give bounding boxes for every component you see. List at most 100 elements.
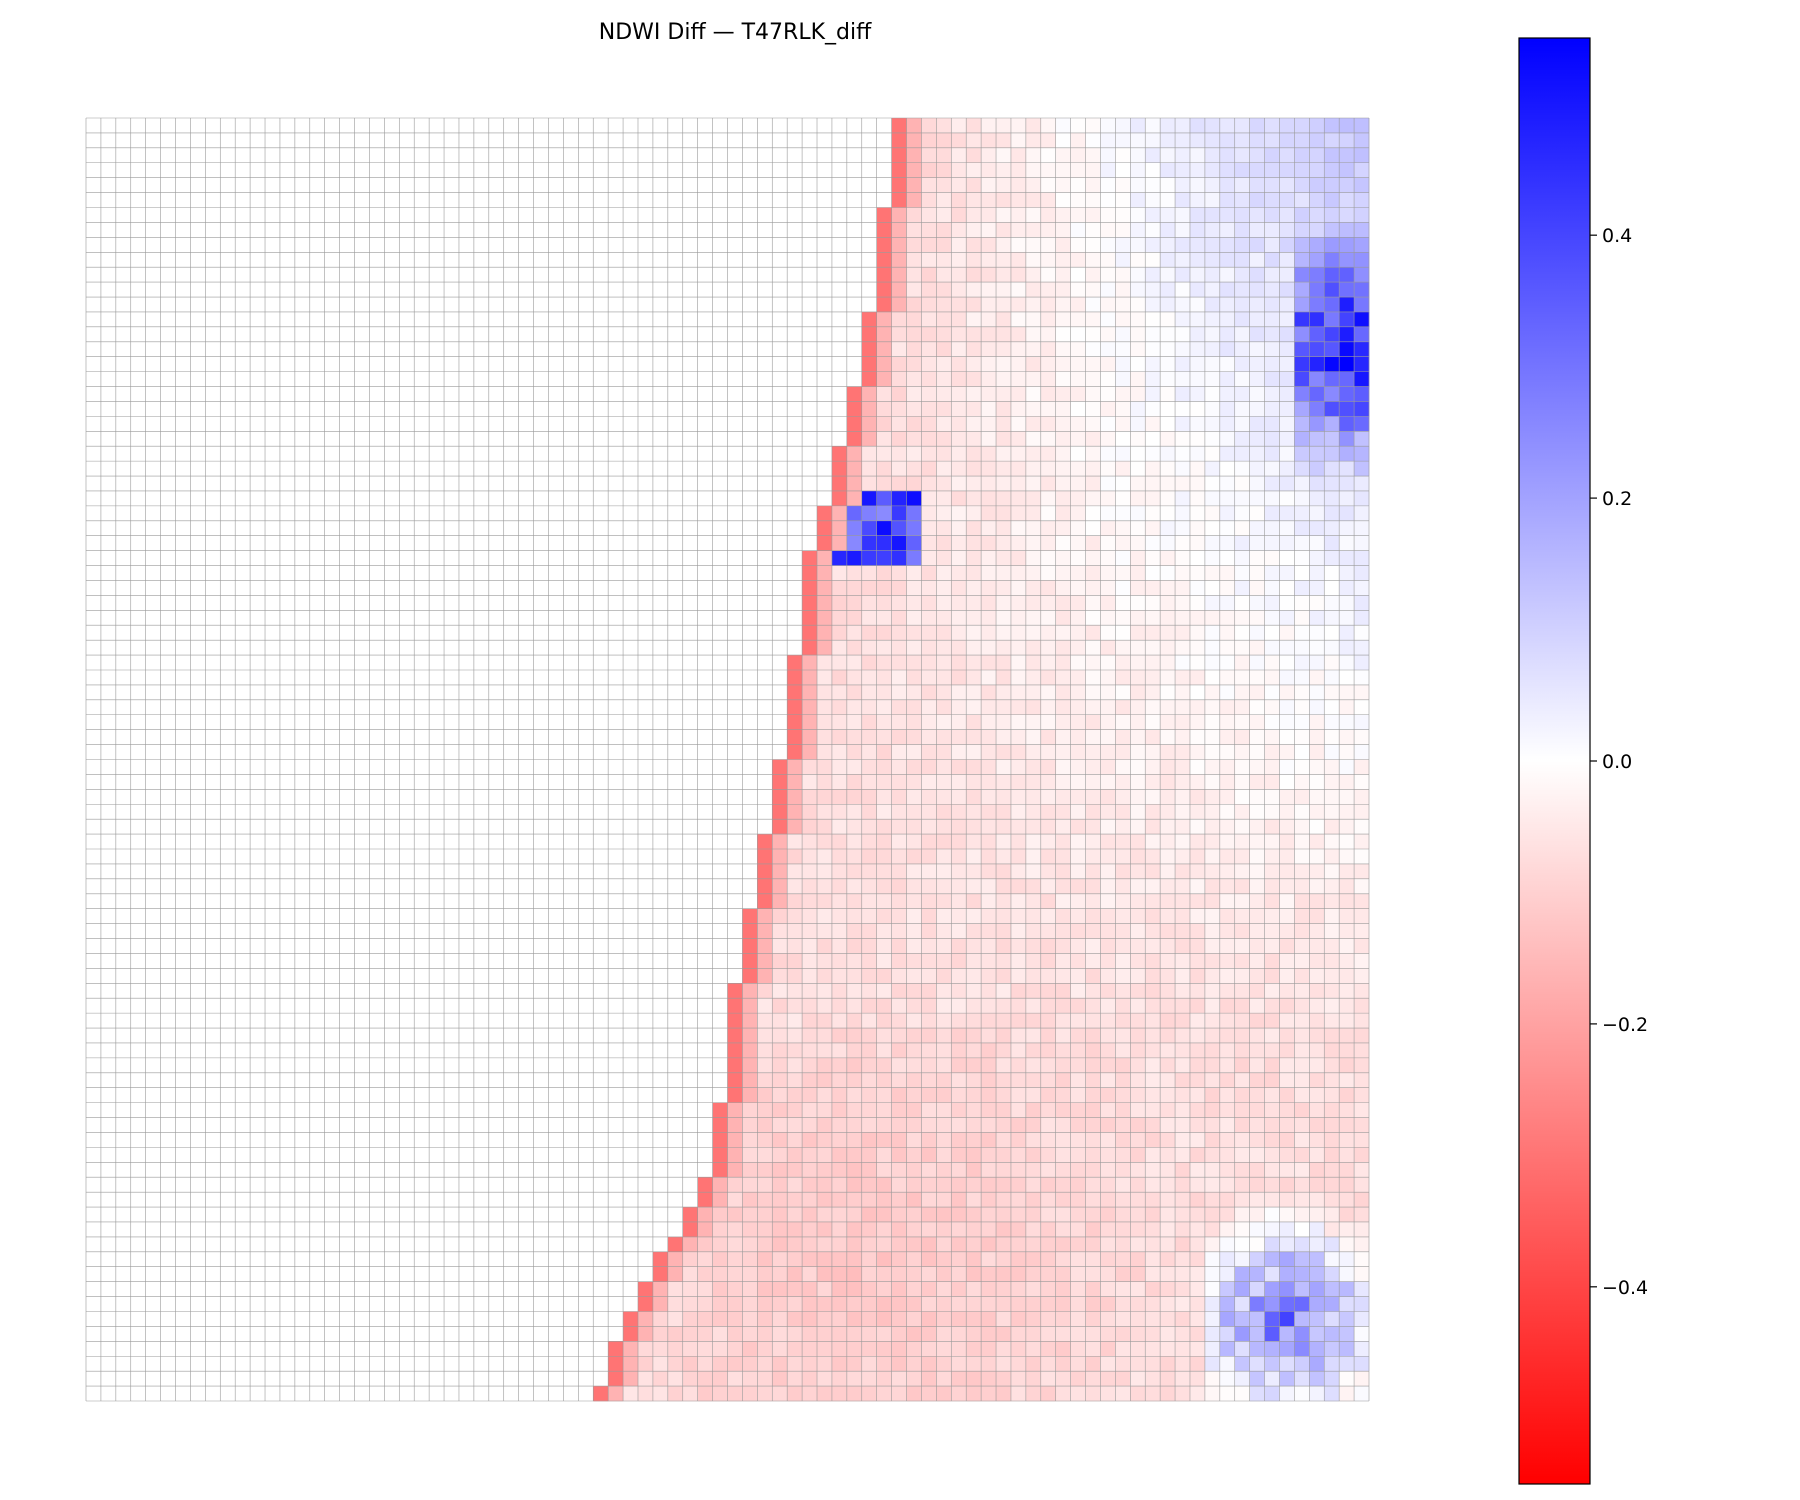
heatmap-cell	[876, 1117, 892, 1133]
heatmap-cell	[1324, 1326, 1340, 1342]
heatmap-cell	[891, 789, 907, 805]
heatmap-cell	[1264, 490, 1280, 507]
heatmap-cell	[1219, 744, 1236, 760]
heatmap-cell	[1160, 923, 1176, 939]
heatmap-cell	[1115, 520, 1131, 537]
heatmap-cell	[682, 1341, 698, 1357]
heatmap-cell	[861, 640, 877, 656]
heatmap-cell	[921, 983, 937, 999]
heatmap-cell	[1010, 1087, 1027, 1103]
heatmap-cell	[861, 1236, 877, 1253]
heatmap-cell	[1249, 1147, 1265, 1163]
heatmap-cell	[966, 1281, 982, 1297]
heatmap-cell	[1264, 132, 1280, 149]
heatmap-cell	[1130, 923, 1146, 939]
heatmap-cell	[1145, 1102, 1161, 1118]
heatmap-cell	[996, 1221, 1012, 1238]
heatmap-cell	[1234, 461, 1250, 477]
heatmap-cell	[921, 222, 937, 238]
heatmap-cell	[757, 1207, 773, 1223]
heatmap-cell	[1294, 222, 1310, 238]
heatmap-cell	[951, 655, 967, 671]
heatmap-cell	[1264, 849, 1280, 865]
heatmap-cell	[846, 908, 863, 924]
heatmap-cell	[906, 804, 922, 820]
heatmap-cell	[1130, 1028, 1146, 1044]
heatmap-cell	[1085, 1207, 1101, 1223]
heatmap-cell	[1100, 625, 1116, 641]
heatmap-cell	[1264, 908, 1280, 924]
heatmap-cell	[1249, 863, 1265, 880]
heatmap-cell	[1249, 356, 1265, 372]
heatmap-cell	[1354, 326, 1370, 343]
heatmap-cell	[697, 1386, 713, 1402]
heatmap-cell	[921, 1162, 937, 1178]
heatmap-cell	[906, 878, 922, 895]
heatmap-cell	[981, 1326, 997, 1342]
heatmap-cell	[921, 789, 937, 805]
heatmap-cell	[966, 1102, 982, 1118]
heatmap-cell	[846, 490, 863, 507]
heatmap-cell	[861, 386, 877, 402]
heatmap-cell	[981, 461, 997, 477]
heatmap-cell	[1100, 759, 1116, 775]
heatmap-cell	[996, 446, 1012, 462]
heatmap-cell	[623, 1356, 639, 1372]
heatmap-cell	[1055, 505, 1071, 522]
heatmap-cell	[727, 1236, 743, 1253]
heatmap-cell	[1294, 207, 1310, 223]
heatmap-cell	[1055, 1057, 1071, 1074]
heatmap-cell	[1145, 1311, 1161, 1327]
heatmap-cell	[996, 1042, 1012, 1059]
heatmap-cell	[936, 1386, 952, 1402]
heatmap-cell	[1115, 1371, 1131, 1387]
heatmap-cell	[1040, 908, 1057, 924]
heatmap-cell	[1354, 401, 1370, 417]
heatmap-cell	[1055, 923, 1071, 939]
heatmap-cell	[1249, 1102, 1265, 1118]
heatmap-cell	[1040, 237, 1057, 253]
heatmap-cell	[682, 1281, 698, 1297]
heatmap-cell	[1010, 1207, 1027, 1223]
heatmap-cell	[861, 1296, 877, 1312]
heatmap-cell	[1264, 625, 1280, 641]
heatmap-cell	[787, 953, 803, 969]
heatmap-cell	[876, 1072, 892, 1089]
heatmap-cell	[1160, 341, 1176, 357]
heatmap-cell	[1055, 207, 1071, 223]
heatmap-cell	[1294, 505, 1310, 522]
heatmap-cell	[1115, 610, 1131, 626]
heatmap-cell	[1145, 625, 1161, 641]
heatmap-cell	[1354, 714, 1370, 730]
heatmap-cell	[1234, 789, 1250, 805]
heatmap-cell	[1309, 177, 1325, 193]
heatmap-cell	[1324, 1281, 1340, 1297]
heatmap-cell	[1324, 192, 1340, 208]
heatmap-cell	[921, 416, 937, 432]
heatmap-cell	[1025, 819, 1042, 835]
heatmap-cell	[921, 893, 937, 909]
heatmap-cell	[1130, 849, 1146, 865]
heatmap-cell	[1234, 282, 1250, 298]
heatmap-cell	[981, 192, 997, 208]
heatmap-cell	[921, 1013, 937, 1029]
heatmap-cell	[1264, 774, 1280, 790]
heatmap-cell	[1249, 252, 1265, 268]
heatmap-cell	[1160, 1028, 1176, 1044]
heatmap-cell	[1160, 655, 1176, 671]
heatmap-cell	[772, 1236, 788, 1253]
heatmap-cell	[831, 983, 848, 999]
heatmap-cell	[1040, 1341, 1057, 1357]
heatmap-cell	[1055, 1117, 1071, 1133]
heatmap-cell	[802, 953, 818, 969]
heatmap-cell	[1160, 207, 1176, 223]
heatmap-cell	[1175, 684, 1191, 701]
heatmap-cell	[802, 819, 818, 835]
heatmap-cell	[1145, 162, 1161, 178]
heatmap-cell	[951, 132, 967, 149]
heatmap-cell	[1130, 1102, 1146, 1118]
heatmap-cell	[1130, 490, 1146, 507]
heatmap-cell	[1219, 595, 1236, 611]
heatmap-cell	[1100, 669, 1116, 686]
heatmap-cell	[996, 162, 1012, 178]
